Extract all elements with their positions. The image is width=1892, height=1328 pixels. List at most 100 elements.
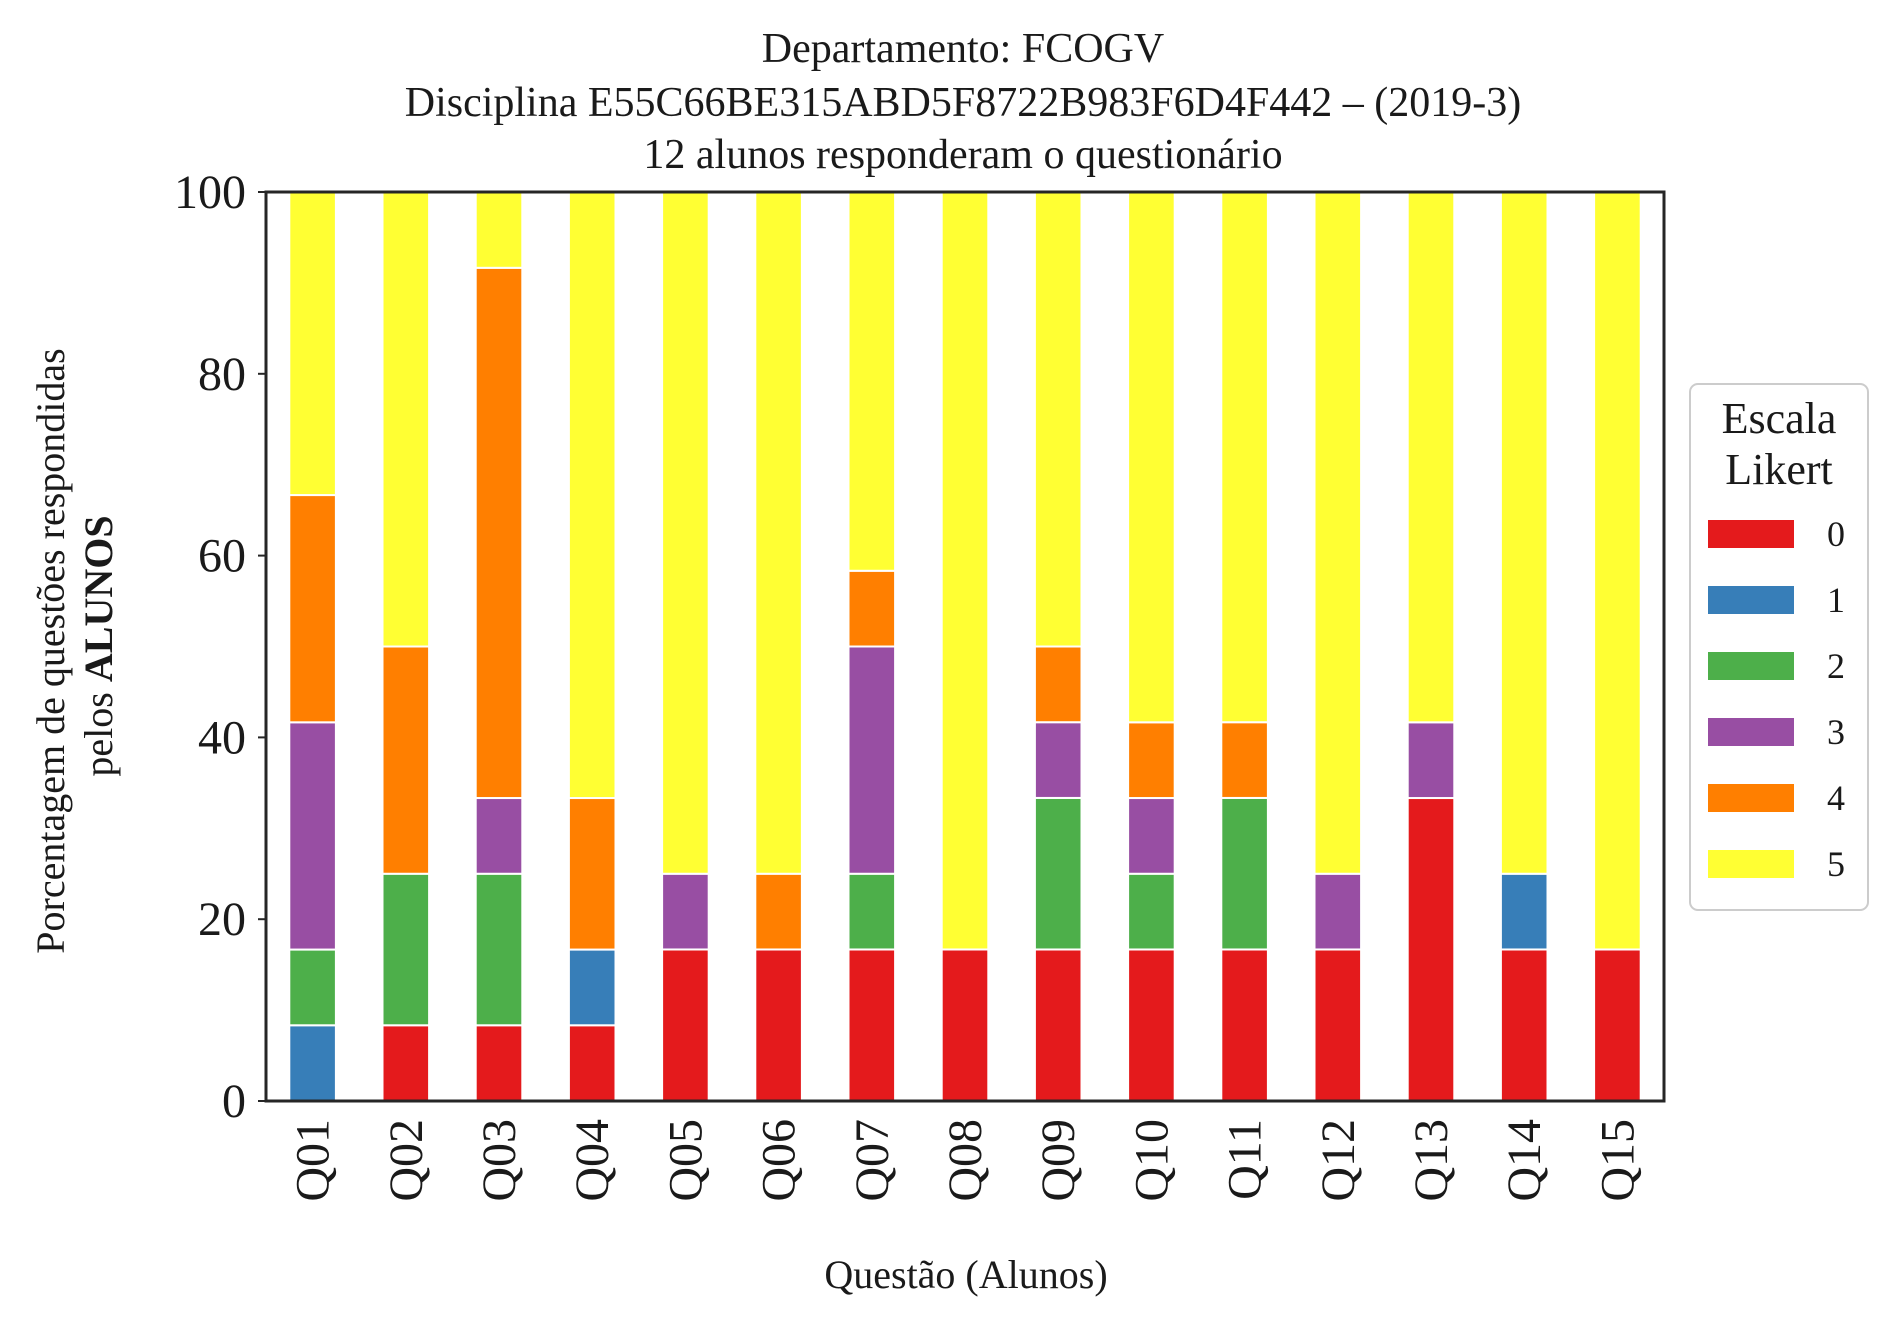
y-axis-ticks: 0 20 40 60 80 100 (174, 166, 266, 1128)
bar-segment-q03-level-2 (474, 872, 524, 1027)
y-tick-label-100: 100 (174, 166, 246, 219)
bar-segment-q01-level-1 (288, 1024, 337, 1102)
legend-label-4: 4 (1827, 778, 1845, 818)
x-tick-label-q04: Q04 (566, 1119, 619, 1202)
bar-segment-q03-level-3 (474, 797, 524, 875)
bar-segment-q12-level-0 (1313, 948, 1363, 1103)
bar-segment-q09-level-5 (1033, 191, 1083, 648)
legend-swatch-5 (1708, 850, 1794, 878)
bar-segment-q10-level-0 (1127, 948, 1176, 1103)
bar-segment-q10-level-2 (1127, 872, 1176, 951)
bar-segment-q13-level-3 (1406, 721, 1456, 800)
x-tick-label-q08: Q08 (939, 1119, 992, 1202)
bar-segment-q10-level-3 (1127, 797, 1176, 875)
y-axis-label-line-2-prefix: pelos (76, 682, 121, 776)
bar-segment-q07-level-2 (847, 872, 897, 951)
bar-segment-q11-level-4 (1220, 721, 1269, 799)
bar-segment-q04-level-5 (567, 191, 617, 800)
bar-segment-q15-level-5 (1593, 191, 1642, 951)
bar-segment-q10-level-5 (1127, 191, 1176, 724)
bar-segment-q11-level-5 (1220, 191, 1269, 724)
bar-segment-q07-level-4 (847, 569, 897, 648)
chart-title: Departamento: FCOGV Disciplina E55C66BE3… (405, 26, 1522, 178)
bar-segment-q04-level-0 (567, 1024, 617, 1102)
y-axis-label-line-1: Porcentagem de questões respondidas (28, 348, 73, 953)
bar-segment-q02-level-5 (381, 191, 431, 648)
x-tick-label-q15: Q15 (1591, 1119, 1644, 1202)
x-tick-label-q14: Q14 (1498, 1119, 1551, 1202)
x-tick-label-q01: Q01 (287, 1119, 340, 1202)
bar-segment-q05-level-5 (661, 191, 710, 875)
bar-segment-q04-level-4 (567, 797, 617, 951)
y-tick-label-60: 60 (198, 530, 246, 583)
bar-segment-q11-level-2 (1220, 796, 1269, 951)
title-line-2: Disciplina E55C66BE315ABD5F8722B983F6D4F… (405, 80, 1522, 126)
x-tick-label-q09: Q09 (1032, 1119, 1085, 1202)
bar-segment-q09-level-3 (1033, 721, 1083, 799)
legend-swatch-3 (1708, 718, 1794, 746)
legend-swatch-2 (1708, 652, 1794, 680)
bar-segment-q07-level-0 (847, 948, 897, 1103)
bar-segment-q02-level-2 (381, 872, 431, 1027)
y-tick-label-0: 0 (222, 1075, 246, 1128)
title-line-1: Departamento: FCOGV (762, 26, 1164, 72)
bar-segment-q13-level-0 (1406, 797, 1456, 1102)
x-tick-label-q02: Q02 (380, 1119, 433, 1202)
legend-label-1: 1 (1827, 580, 1845, 620)
bar-segment-q06-level-0 (754, 948, 803, 1103)
x-tick-label-q13: Q13 (1405, 1119, 1458, 1202)
bar-segment-q01-level-2 (288, 948, 337, 1027)
bar-segment-q12-level-3 (1313, 872, 1363, 951)
x-tick-label-q05: Q05 (659, 1119, 712, 1202)
y-tick-label-40: 40 (198, 711, 246, 764)
bar-segment-q11-level-0 (1220, 948, 1269, 1103)
x-axis-ticks: Q01 Q02 Q03 Q04 Q05 Q06 Q07 Q08 Q09 Q10 Q11 Q12 Q13 Q… (287, 1119, 1645, 1202)
x-axis-label: Questão (Alunos) (824, 1252, 1107, 1297)
legend-label-3: 3 (1827, 712, 1845, 752)
legend-label-2: 2 (1827, 646, 1845, 686)
legend-label-5: 5 (1827, 844, 1845, 884)
x-tick-label-q07: Q07 (846, 1119, 899, 1202)
bar-segment-q09-level-0 (1033, 948, 1083, 1103)
x-tick-label-q03: Q03 (473, 1119, 526, 1202)
bar-segment-q07-level-5 (847, 191, 897, 572)
bar-segment-q08-level-0 (940, 948, 990, 1103)
bar-segment-q14-level-1 (1499, 872, 1549, 951)
x-tick-label-q10: Q10 (1125, 1119, 1178, 1202)
legend-swatch-1 (1708, 586, 1794, 614)
bar-segment-q04-level-1 (567, 948, 617, 1027)
y-tick-label-20: 20 (198, 893, 246, 946)
bar-segment-q15-level-0 (1593, 948, 1642, 1103)
y-axis-label-line-2-bold: ALUNOS (76, 515, 121, 682)
bar-segment-q03-level-4 (474, 266, 524, 800)
legend: Escala Likert 0 1 2 3 4 5 (1689, 383, 1869, 911)
bar-segment-q01-level-4 (288, 494, 337, 724)
bar-segment-q06-level-4 (754, 872, 803, 951)
title-line-3: 12 alunos responderam o questionário (643, 132, 1282, 178)
bar-segment-q14-level-0 (1499, 948, 1549, 1103)
bar-segment-q02-level-4 (381, 645, 431, 875)
bar-segment-q09-level-4 (1033, 645, 1083, 724)
bar-segment-q07-level-3 (847, 645, 897, 875)
legend-label-0: 0 (1827, 514, 1845, 554)
legend-items: 0 1 2 3 4 5 (1708, 514, 1845, 884)
legend-swatch-0 (1708, 520, 1794, 548)
y-axis-label: Porcentagem de questões respondidas pelo… (28, 338, 121, 953)
bar-segment-q06-level-5 (754, 191, 803, 875)
bar-segment-q10-level-4 (1127, 721, 1176, 800)
legend-swatch-4 (1708, 784, 1794, 812)
bar-segment-q14-level-5 (1499, 191, 1549, 875)
legend-title-line-1: Escala (1722, 394, 1837, 443)
bar-segment-q05-level-0 (661, 948, 710, 1103)
y-tick-label-80: 80 (198, 348, 246, 401)
x-tick-label-q12: Q12 (1312, 1119, 1365, 1202)
bar-segment-q03-level-0 (474, 1024, 524, 1102)
bar-segment-q01-level-5 (288, 191, 337, 497)
bar-segment-q13-level-5 (1406, 191, 1456, 724)
x-tick-label-q11: Q11 (1219, 1119, 1272, 1200)
bar-segment-q01-level-3 (288, 721, 337, 951)
bar-segment-q03-level-5 (474, 191, 524, 269)
x-tick-label-q06: Q06 (753, 1119, 806, 1202)
